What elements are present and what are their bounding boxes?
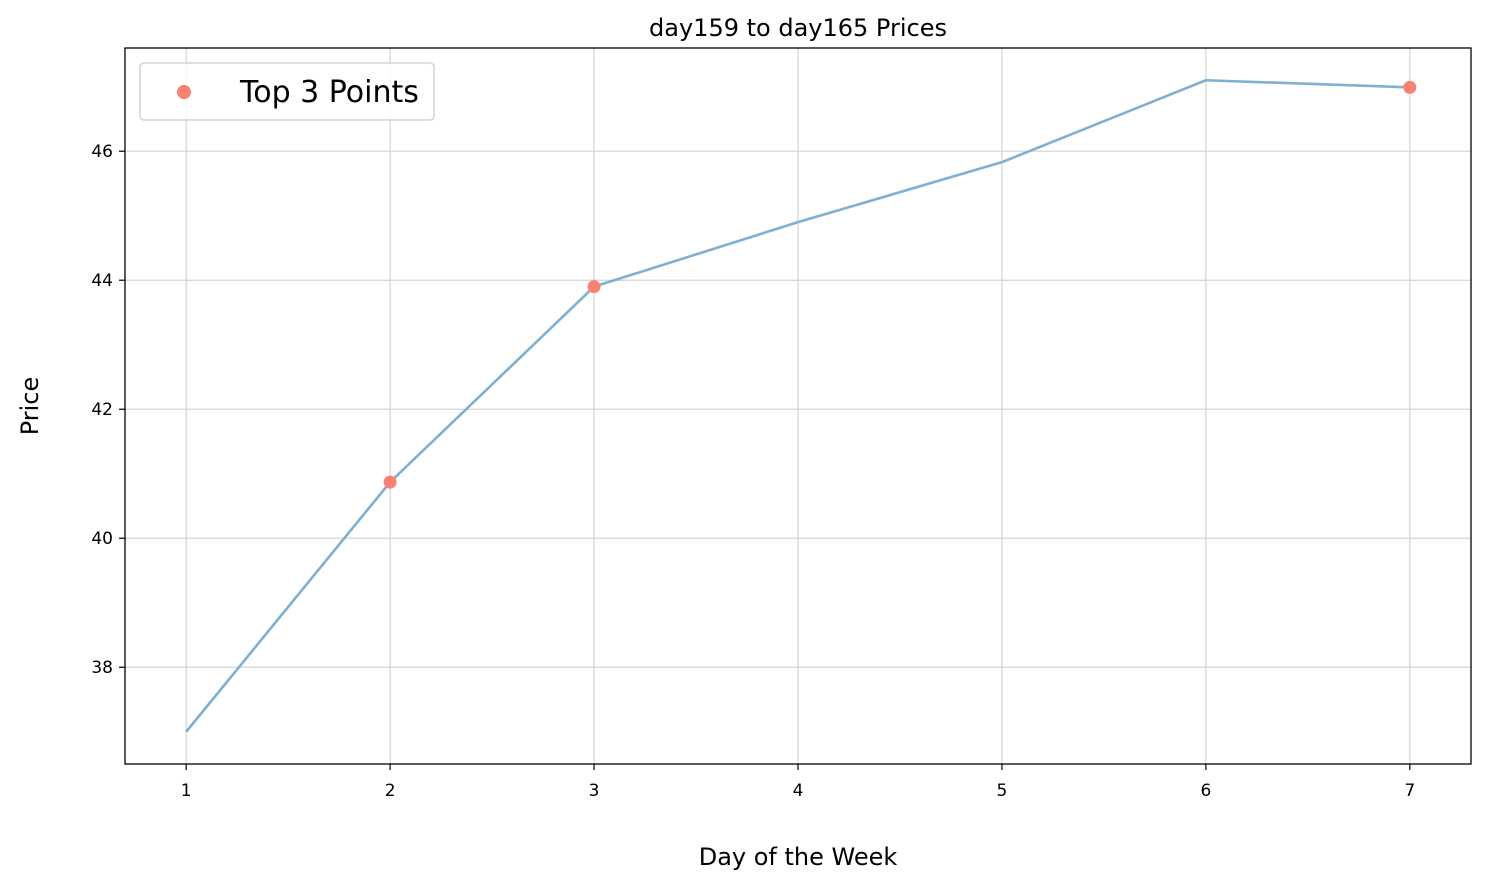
y-tick-label: 46	[91, 142, 113, 162]
y-tick-label: 38	[91, 658, 113, 678]
top-point-marker	[1403, 80, 1417, 94]
y-tick-label: 42	[91, 400, 113, 420]
x-tick-label: 7	[1404, 781, 1415, 801]
x-tick-label: 1	[181, 781, 192, 801]
x-tick-label: 4	[793, 781, 804, 801]
grid	[125, 48, 1471, 764]
x-axis-title: Day of the Week	[699, 843, 898, 871]
x-tick-label: 2	[385, 781, 396, 801]
x-tick-label: 3	[589, 781, 600, 801]
y-tick-label: 44	[91, 271, 113, 291]
legend: Top 3 Points	[139, 62, 435, 121]
legend-label: Top 3 Points	[239, 75, 419, 110]
legend-box	[139, 62, 435, 121]
chart-title: day159 to day165 Prices	[649, 14, 947, 42]
x-tick-label: 6	[1200, 781, 1211, 801]
y-tick-label: 40	[91, 529, 113, 549]
x-tick-label: 5	[997, 781, 1008, 801]
y-axis-title: Price	[16, 377, 44, 436]
series-layer	[185, 78, 1417, 733]
top-point-marker	[383, 475, 397, 489]
legend-marker-top-3-points	[177, 85, 191, 99]
top-point-marker	[587, 280, 601, 294]
axis-ticks: 1 2 3 4 5 6 7 38 40 42 44 46	[91, 142, 1415, 801]
